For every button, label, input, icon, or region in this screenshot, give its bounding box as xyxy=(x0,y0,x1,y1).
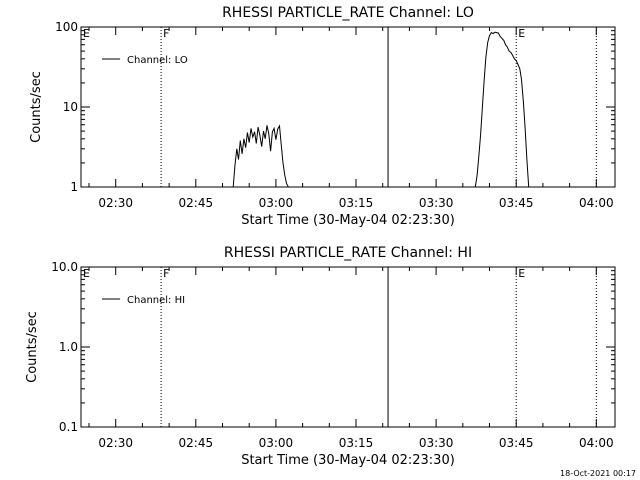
legend-entry: Channel: LO xyxy=(127,55,188,66)
x-tick-label: 03:30 xyxy=(419,196,454,210)
x-tick-label: 03:45 xyxy=(499,436,534,450)
x-tick-label: 03:00 xyxy=(259,436,294,450)
annotation-marker: F xyxy=(163,267,169,280)
y-tick-label: 1.0 xyxy=(59,340,78,354)
chart-title: RHESSI PARTICLE_RATE Channel: HI xyxy=(224,245,472,261)
annotation-marker: E xyxy=(83,267,90,280)
x-tick-label: 04:00 xyxy=(579,436,614,450)
annotation-marker: E xyxy=(518,27,525,40)
y-tick-label: 100 xyxy=(55,20,78,34)
annotation-marker: E xyxy=(518,267,525,280)
panel-2: RHESSI PARTICLE_RATE Channel: HI 02:30 02:… xyxy=(25,245,616,468)
chart-title: RHESSI PARTICLE_RATE Channel: LO xyxy=(222,5,474,21)
x-tick-label: 03:15 xyxy=(339,436,374,450)
y-tick-label: 10.0 xyxy=(51,260,78,274)
x-tick-label: 03:30 xyxy=(419,436,454,450)
x-tick-label: 02:45 xyxy=(179,196,214,210)
y-tick-label: 10 xyxy=(63,100,78,114)
x-axis-label: Start Time (30-May-04 02:23:30) xyxy=(241,453,455,468)
footer-timestamp: 18-Oct-2021 00:17 xyxy=(560,469,636,478)
annotation-marker: F xyxy=(163,27,169,40)
x-tick-label: 03:00 xyxy=(259,196,294,210)
x-tick-label: 03:15 xyxy=(339,196,374,210)
y-tick-label: 1 xyxy=(70,180,78,194)
x-tick-label: 02:45 xyxy=(179,436,214,450)
x-tick-label: 04:00 xyxy=(579,196,614,210)
y-axis-label: Counts/sec xyxy=(25,311,40,383)
x-tick-label: 02:30 xyxy=(98,196,133,210)
legend-entry: Channel: HI xyxy=(127,295,185,306)
x-axis-label: Start Time (30-May-04 02:23:30) xyxy=(241,213,455,228)
panel-1: RHESSI PARTICLE_RATE Channel: LO 02:30 02:… xyxy=(29,5,616,228)
annotation-marker: E xyxy=(83,27,90,40)
x-tick-label: 03:45 xyxy=(499,196,534,210)
series-line-1 xyxy=(232,31,530,188)
x-tick-label: 02:30 xyxy=(98,436,133,450)
y-tick-label: 0.1 xyxy=(59,420,78,434)
y-axis-label: Counts/sec xyxy=(29,71,44,143)
